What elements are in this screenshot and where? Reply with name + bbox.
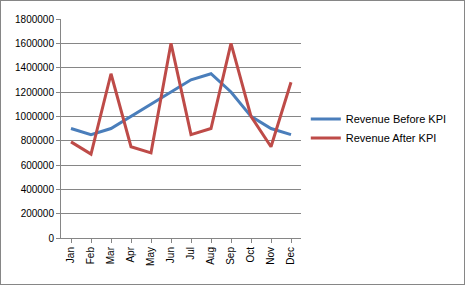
svg-text:Mar: Mar: [105, 246, 116, 264]
svg-text:600000: 600000: [21, 160, 55, 171]
svg-text:1200000: 1200000: [15, 87, 54, 98]
svg-text:Nov: Nov: [265, 247, 276, 265]
svg-text:Sep: Sep: [225, 247, 236, 265]
svg-text:Apr: Apr: [125, 246, 136, 262]
svg-text:800000: 800000: [21, 135, 55, 146]
svg-text:Dec: Dec: [285, 247, 296, 265]
svg-text:400000: 400000: [21, 184, 55, 195]
svg-text:May: May: [145, 247, 156, 266]
svg-text:1400000: 1400000: [15, 62, 54, 73]
svg-text:Jul: Jul: [185, 247, 196, 260]
svg-text:Oct: Oct: [245, 247, 256, 263]
svg-text:Revenue After KPI: Revenue After KPI: [346, 132, 437, 144]
svg-text:Aug: Aug: [205, 247, 216, 265]
svg-text:200000: 200000: [21, 208, 55, 219]
svg-text:Jun: Jun: [165, 247, 176, 263]
svg-text:1600000: 1600000: [15, 38, 54, 49]
svg-text:Jan: Jan: [65, 247, 76, 263]
svg-text:0: 0: [48, 233, 54, 244]
svg-text:Revenue Before KPI: Revenue Before KPI: [346, 113, 446, 125]
svg-text:1800000: 1800000: [15, 14, 54, 25]
svg-text:1000000: 1000000: [15, 111, 54, 122]
svg-text:Feb: Feb: [85, 247, 96, 265]
